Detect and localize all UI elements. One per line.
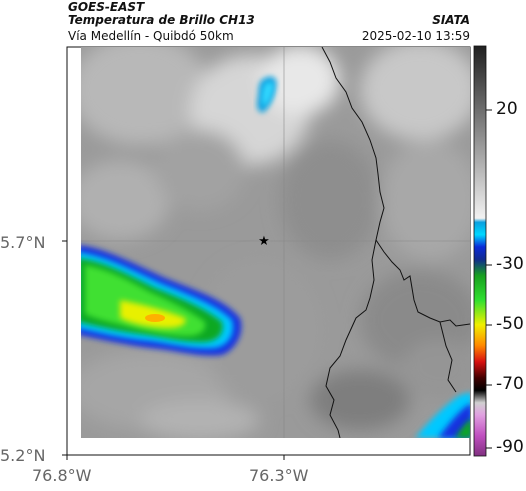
colorbar-tick-label: -30 bbox=[496, 254, 524, 274]
longitude-label: 76.3°W bbox=[249, 466, 309, 485]
administrative-boundary bbox=[321, 47, 470, 327]
brightness-temperature-field bbox=[81, 47, 470, 438]
colorbar-tick-label: -70 bbox=[496, 374, 524, 394]
longitude-label: 76.8°W bbox=[32, 466, 92, 485]
administrative-boundary-south bbox=[325, 239, 377, 438]
agency-label: GOES-EAST bbox=[68, 0, 145, 14]
administrative-boundary-east bbox=[439, 321, 457, 393]
timestamp-label: 2025-02-10 13:59 bbox=[361, 29, 470, 43]
product-title: Temperatura de Brillo CH13 bbox=[68, 13, 255, 27]
colorbar-tick-label: -50 bbox=[496, 314, 524, 334]
region-label: Vía Medellín - Quibdó 50km bbox=[68, 29, 234, 43]
latitude-label: 5.2°N bbox=[0, 446, 46, 465]
source-label: SIATA bbox=[432, 13, 470, 27]
cold-cloud-cluster-west bbox=[81, 245, 242, 356]
star-icon: ★ bbox=[258, 234, 270, 249]
cold-cloud-cluster-southeast bbox=[415, 392, 470, 438]
colorbar-tick-label: -90 bbox=[496, 437, 524, 457]
latitude-label: 5.7°N bbox=[0, 233, 46, 252]
colorbar bbox=[473, 45, 492, 457]
colorbar-tick-label: 20 bbox=[496, 99, 518, 119]
cold-cloud-cluster-north bbox=[257, 76, 277, 113]
